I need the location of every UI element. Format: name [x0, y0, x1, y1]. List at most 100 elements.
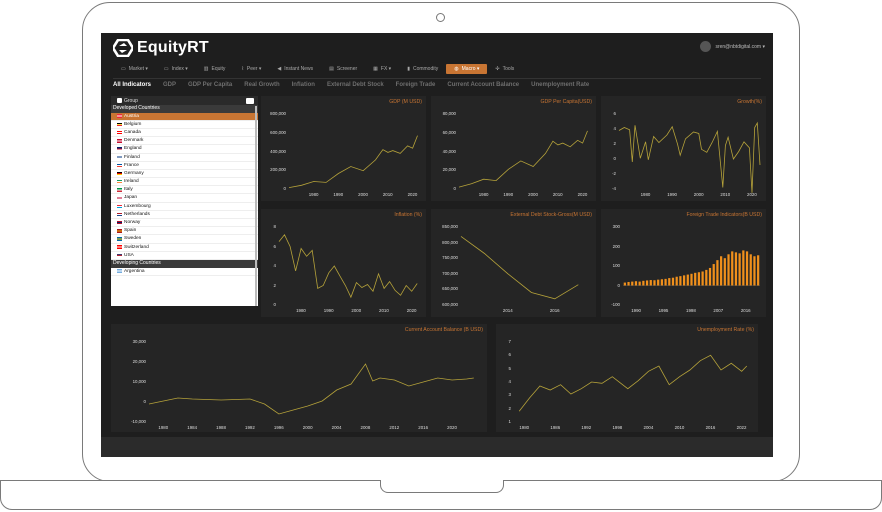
sidebar-item-germany[interactable]: Germany [111, 170, 258, 179]
sidebar-item-luxembourg[interactable]: Luxembourg [111, 203, 258, 211]
sidebar-item-canada[interactable]: Canada [111, 129, 258, 138]
sidebar-item-japan[interactable]: Japan [111, 194, 258, 203]
bar[interactable] [649, 280, 652, 286]
tab-gdp[interactable]: GDP [163, 81, 177, 88]
bar[interactable] [671, 277, 675, 286]
bar[interactable] [701, 271, 704, 286]
sidebar-item-spain[interactable]: Spain [111, 227, 258, 236]
sidebar-item-denmark[interactable]: Denmark [111, 137, 258, 146]
bar[interactable] [749, 254, 752, 286]
bar[interactable] [668, 278, 671, 286]
sidebar-item-switzerland[interactable]: Switzerland [111, 244, 258, 252]
bar[interactable] [653, 280, 656, 286]
y-tick-label: 1 [508, 419, 511, 424]
bar[interactable] [645, 280, 649, 286]
bar[interactable] [723, 258, 726, 286]
bar[interactable] [753, 256, 756, 286]
user-menu[interactable]: sren@nbtdigital.com ▾ [700, 41, 765, 52]
y-tick-label: 10,000 [132, 379, 146, 384]
bar[interactable] [712, 264, 715, 286]
bar[interactable] [657, 279, 660, 286]
bar[interactable] [682, 275, 686, 286]
menu-screener[interactable]: ▤ Screener [321, 64, 365, 74]
bar[interactable] [623, 282, 626, 286]
sidebar-item-usa[interactable]: USA [111, 252, 258, 260]
tab-all-indicators[interactable]: All Indicators [113, 81, 152, 88]
sidebar-group-header[interactable]: Developing Countries [111, 259, 258, 268]
menu-commodity[interactable]: ▮ Commodity [399, 64, 446, 74]
sidebar-item-austria[interactable]: Austria [111, 112, 258, 121]
tab-real-growth[interactable]: Real Growth [244, 81, 280, 88]
sidebar-item-ireland[interactable]: Ireland [111, 178, 258, 187]
bar[interactable] [638, 281, 641, 286]
series-line[interactable] [458, 130, 588, 188]
app-logo[interactable]: EquityRT [113, 39, 209, 57]
sidebar-group-header[interactable]: Developed Countries [111, 105, 258, 113]
menu-macro[interactable]: ◍ Macro ▾ [446, 64, 488, 74]
tab-inflation[interactable]: Inflation [291, 81, 315, 88]
bar[interactable] [664, 278, 667, 286]
bar[interactable] [738, 253, 741, 286]
sidebar-item-england[interactable]: England [111, 145, 258, 154]
x-tick-label: 1990 [667, 192, 677, 197]
series-line[interactable] [618, 121, 761, 193]
bar[interactable] [631, 281, 634, 286]
menu-market[interactable]: ▭ Market ▾ [113, 64, 156, 74]
bar[interactable] [679, 276, 682, 286]
bar[interactable] [642, 280, 645, 286]
bar[interactable] [705, 269, 708, 286]
menu-instantnews[interactable]: ◀ Instant News [269, 64, 321, 74]
series-line[interactable] [148, 363, 474, 415]
sidebar-scrollbar[interactable] [255, 106, 257, 306]
tab-foreign-trade[interactable]: Foreign Trade [395, 81, 436, 88]
sidebar-item-belgium[interactable]: Belgium [111, 121, 258, 129]
y-tick-label: 30,000 [132, 339, 146, 344]
menu-peer[interactable]: ⌇ Peer ▾ [233, 64, 269, 74]
bar[interactable] [745, 251, 749, 286]
menu-index[interactable]: ▭ Index ▾ [156, 64, 196, 74]
app-name: EquityRT [137, 39, 209, 56]
bar[interactable] [627, 281, 630, 286]
sidebar-item-argentina[interactable]: Argentina [111, 268, 258, 276]
tab-unemployment-rate[interactable]: Unemployment Rate [531, 81, 590, 88]
series-line[interactable] [518, 354, 748, 412]
tab-external-debt-stock[interactable]: External Debt Stock [326, 81, 384, 88]
bar[interactable] [757, 255, 760, 286]
group-toggle[interactable]: Group [117, 98, 138, 104]
sidebar-item-label: Japan [124, 195, 138, 201]
menu-label: FX ▾ [380, 66, 392, 72]
bar[interactable] [694, 272, 697, 286]
bar[interactable] [731, 251, 734, 286]
sidebar-item-finland[interactable]: Finland [111, 154, 258, 162]
bar[interactable] [716, 260, 719, 286]
sidebar-item-france[interactable]: France [111, 162, 258, 170]
tab-gdp-per-capita[interactable]: GDP Per Capita [188, 81, 233, 88]
series-line[interactable] [278, 234, 418, 299]
excel-export-icon[interactable] [246, 97, 254, 104]
series-line[interactable] [288, 135, 418, 188]
flag-icon [117, 269, 122, 273]
bar[interactable] [660, 279, 663, 286]
sidebar-item-netherlands[interactable]: Netherlands [111, 211, 258, 220]
bar[interactable] [734, 252, 738, 286]
flag-icon [117, 163, 122, 168]
bar[interactable] [686, 274, 689, 286]
y-tick-label: 0 [273, 302, 276, 307]
sidebar-item-italy[interactable]: Italy [111, 186, 258, 195]
series-line[interactable] [460, 236, 579, 300]
bar[interactable] [697, 272, 701, 286]
menu-equity[interactable]: ▥ Equity [196, 64, 234, 74]
bar[interactable] [690, 273, 693, 286]
sidebar-item-norway[interactable]: Norway [111, 219, 258, 228]
bar[interactable] [634, 281, 638, 286]
menu-tools[interactable]: ✣ Tools [487, 64, 522, 74]
sidebar-item-sweden[interactable]: Sweden [111, 235, 258, 244]
bar[interactable] [720, 256, 723, 286]
bar[interactable] [727, 254, 730, 286]
bar[interactable] [675, 276, 678, 286]
menu-fx[interactable]: ▦ FX ▾ [365, 64, 399, 74]
tab-current-account-balance[interactable]: Current Account Balance [447, 81, 520, 88]
bar[interactable] [708, 267, 712, 286]
panel-growth: Growth(%) -4 -2 0 2 4 6 1980 1990 2000 2010 2020 [601, 96, 766, 201]
bar[interactable] [742, 250, 745, 286]
